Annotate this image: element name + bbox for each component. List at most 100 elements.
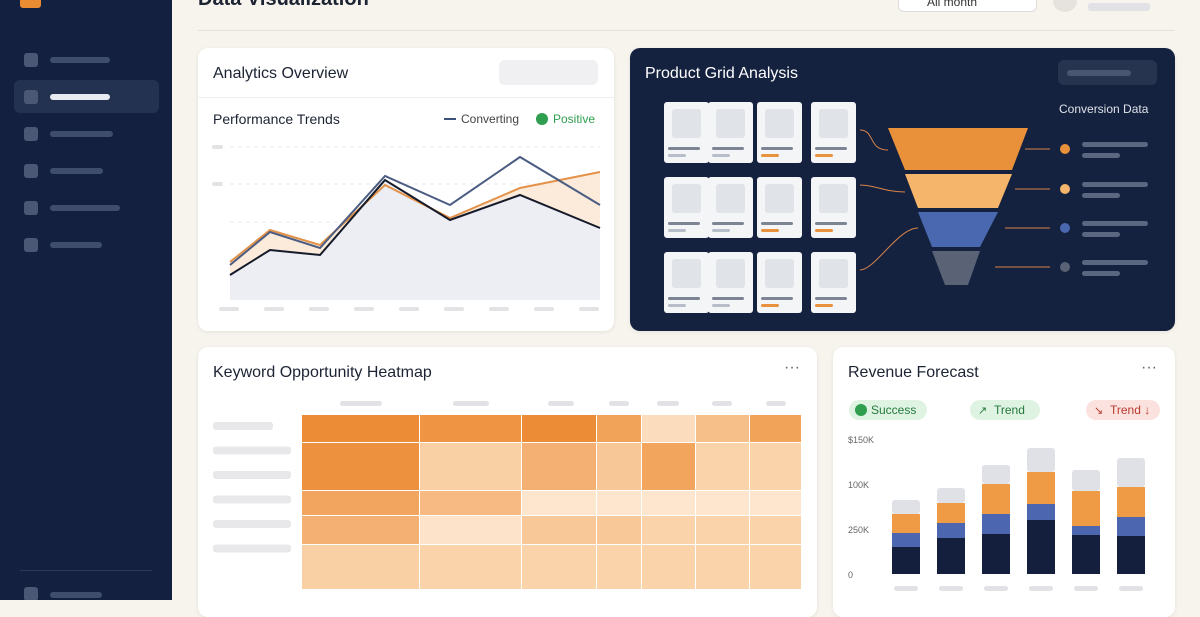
badge-text: Trend bbox=[994, 403, 1025, 417]
bar-segment bbox=[937, 538, 965, 574]
heat-cell bbox=[696, 491, 749, 515]
axis-label bbox=[212, 145, 223, 149]
axis-label bbox=[984, 586, 1008, 591]
heat-cell bbox=[597, 516, 641, 544]
placeholder bbox=[761, 147, 793, 150]
column-label bbox=[712, 401, 732, 406]
heat-cell bbox=[642, 491, 695, 515]
card-title: Product Grid Analysis bbox=[645, 65, 798, 82]
heat-cell bbox=[696, 415, 749, 442]
placeholder bbox=[712, 222, 744, 225]
heat-cell bbox=[420, 545, 521, 589]
badge[interactable]: Trend ↓ bbox=[1086, 400, 1160, 420]
axis-label bbox=[444, 307, 464, 311]
placeholder bbox=[1082, 221, 1148, 226]
axis-label bbox=[219, 307, 239, 311]
page: Data Visualization All month Analytics O… bbox=[0, 0, 1175, 617]
heat-cell bbox=[522, 415, 596, 442]
axis-label bbox=[534, 307, 554, 311]
heat-cell bbox=[302, 491, 419, 515]
product-image bbox=[765, 109, 794, 138]
nav-icon bbox=[24, 90, 38, 104]
heat-cell bbox=[420, 415, 521, 442]
row-label bbox=[213, 544, 291, 553]
dropdown[interactable] bbox=[499, 60, 598, 85]
axis-label: 250K bbox=[848, 525, 869, 535]
product-image bbox=[716, 259, 745, 288]
axis-label bbox=[1074, 586, 1098, 591]
funnel-stage bbox=[905, 174, 1012, 208]
product-image bbox=[765, 259, 794, 288]
product-image bbox=[819, 259, 848, 288]
placeholder bbox=[668, 222, 700, 225]
axis-label: $150K bbox=[848, 435, 874, 445]
line bbox=[229, 178, 601, 276]
placeholder bbox=[1082, 232, 1120, 237]
nav-icon bbox=[24, 201, 38, 215]
area bbox=[230, 180, 600, 300]
nav-label bbox=[50, 205, 120, 211]
product-image bbox=[672, 259, 701, 288]
bar-segment bbox=[1027, 520, 1055, 574]
badge[interactable]: Trend bbox=[970, 400, 1040, 420]
bar-segment bbox=[1027, 504, 1055, 520]
bar-segment bbox=[892, 533, 920, 547]
bar-segment bbox=[982, 484, 1010, 514]
axis-label bbox=[399, 307, 419, 311]
heat-cell bbox=[642, 516, 695, 544]
page-title: Data Visualization bbox=[198, 0, 369, 11]
heat-cell bbox=[696, 443, 749, 490]
menu[interactable]: ··· bbox=[1141, 359, 1157, 376]
funnel-stage bbox=[932, 251, 980, 285]
legend-check bbox=[536, 113, 548, 125]
column-label bbox=[548, 401, 574, 406]
product-image bbox=[672, 109, 701, 138]
divider bbox=[20, 570, 152, 571]
bar-segment bbox=[1072, 470, 1100, 491]
heat-cell bbox=[420, 516, 521, 544]
connector bbox=[859, 129, 889, 151]
bar-segment bbox=[1117, 487, 1145, 517]
column-label bbox=[453, 401, 489, 406]
row-label bbox=[213, 422, 273, 430]
logo bbox=[20, 0, 41, 8]
product-image bbox=[819, 184, 848, 213]
axis-label bbox=[1029, 586, 1053, 591]
placeholder bbox=[1082, 260, 1148, 265]
header-line bbox=[198, 30, 1175, 31]
axis-label bbox=[264, 307, 284, 311]
product-image bbox=[716, 184, 745, 213]
column-label bbox=[657, 401, 679, 406]
dot bbox=[1060, 184, 1070, 194]
period: All month bbox=[927, 0, 978, 9]
axis-label bbox=[579, 307, 599, 311]
heat-cell bbox=[750, 415, 801, 442]
placeholder bbox=[712, 304, 730, 307]
placeholder bbox=[815, 229, 833, 232]
nav-label bbox=[50, 131, 113, 137]
line bbox=[229, 171, 601, 263]
heat-cell bbox=[750, 491, 801, 515]
chart-subtitle: Performance Trends bbox=[213, 111, 340, 127]
badge-text: Success bbox=[871, 403, 917, 417]
placeholder bbox=[815, 147, 847, 150]
heat-cell bbox=[696, 516, 749, 544]
avatar[interactable] bbox=[1053, 0, 1077, 12]
heat-cell bbox=[597, 443, 641, 490]
bar-segment bbox=[982, 465, 1010, 484]
placeholder bbox=[1082, 271, 1120, 276]
heat-cell bbox=[750, 516, 801, 544]
menu[interactable]: ··· bbox=[784, 359, 800, 376]
axis-label bbox=[939, 586, 963, 591]
dropdown-text bbox=[1067, 70, 1131, 76]
placeholder bbox=[712, 147, 744, 150]
period-dropdown[interactable]: All month bbox=[898, 0, 1037, 12]
funnel-stage bbox=[888, 128, 1028, 170]
bar-segment bbox=[937, 488, 965, 503]
axis-label bbox=[212, 182, 223, 186]
placeholder bbox=[712, 154, 730, 157]
badge[interactable]: Success bbox=[849, 400, 927, 420]
product-image bbox=[819, 109, 848, 138]
bar-segment bbox=[1072, 535, 1100, 574]
axis-label bbox=[309, 307, 329, 311]
